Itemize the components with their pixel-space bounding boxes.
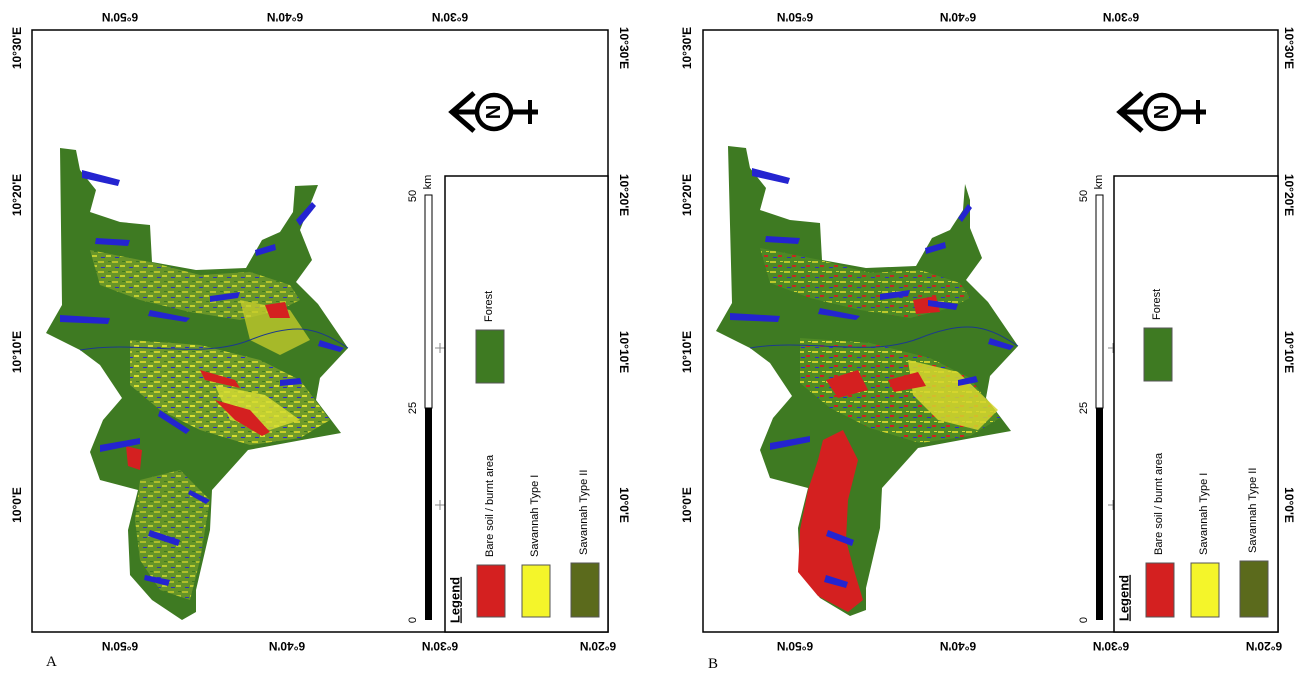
left-coord-label: 10°30'E <box>10 27 24 69</box>
scale-bar: 50 km 25 0 <box>1078 175 1105 623</box>
top-coord-label: 6°50'N <box>102 10 138 24</box>
legend-title: Legend <box>447 577 462 623</box>
map-panel-b: 6°50'N 6°40'N 6°30'N 6°50'N 6°40'N 6°30'… <box>658 0 1298 676</box>
land-cover-map <box>716 146 1019 616</box>
scale-unit-label: km <box>422 175 434 190</box>
north-arrow: N <box>1116 91 1206 133</box>
legend-label-savannah-ii: Savannah Type II <box>1247 468 1259 553</box>
bottom-coord-label: 6°50'N <box>102 639 138 653</box>
scale-tick-label: 50 <box>1078 190 1090 202</box>
legend: Legend Bare soil / burnt area Savannah T… <box>444 175 609 633</box>
bottom-coord-label: 6°30'N <box>422 639 458 653</box>
legend-title: Legend <box>1116 575 1131 621</box>
bottom-coord-label: 6°40'N <box>269 639 305 653</box>
scale-unit-label: km <box>1093 175 1105 190</box>
left-coord-label: 10°10'E <box>10 331 24 373</box>
legend-label-bare-soil: Bare soil / burnt area <box>484 454 496 557</box>
land-cover-map <box>46 148 349 620</box>
bottom-coord-label: 6°40'N <box>940 639 976 653</box>
legend-swatch-savannah-ii <box>570 562 600 618</box>
legend-label-savannah-i: Savannah Type I <box>529 475 541 557</box>
scale-tick-label: 50 <box>407 190 419 202</box>
legend-swatch-forest <box>475 329 505 384</box>
right-coord-label: 10°10'E <box>1282 331 1296 373</box>
scale-tick-label: 25 <box>407 402 419 414</box>
top-coord-label: 6°30'N <box>1103 10 1139 24</box>
legend-swatch-savannah-i <box>521 564 551 618</box>
right-coord-label: 10°0'E <box>617 487 631 523</box>
map-panel-a: 6°50'N 6°40'N 6°30'N 6°50'N 6°40'N 6°30'… <box>0 0 640 676</box>
bottom-coord-label: 6°20'N <box>1246 639 1282 653</box>
left-coord-label: 10°0'E <box>680 487 694 523</box>
right-coord-label: 10°30'E <box>1282 27 1296 69</box>
legend-label-forest: Forest <box>483 291 495 322</box>
legend-swatch-savannah-i <box>1190 562 1220 618</box>
right-coord-label: 10°20'E <box>617 174 631 216</box>
legend-label-forest: Forest <box>1151 289 1163 320</box>
right-coord-label: 10°10'E <box>617 331 631 373</box>
north-arrow: N <box>448 91 538 133</box>
left-coord-label: 10°10'E <box>680 331 694 373</box>
top-coord-label: 6°40'N <box>940 10 976 24</box>
top-coord-label: 6°50'N <box>777 10 813 24</box>
scale-tick-label: 25 <box>1078 402 1090 414</box>
top-coord-label: 6°40'N <box>267 10 303 24</box>
left-coord-label: 10°30'E <box>680 27 694 69</box>
panel-letter: A <box>46 654 57 670</box>
bottom-coord-label: 6°20'N <box>580 639 616 653</box>
left-coord-label: 10°20'E <box>10 174 24 216</box>
legend-label-bare-soil: Bare soil / burnt area <box>1153 452 1165 555</box>
legend-label-savannah-ii: Savannah Type II <box>578 470 590 555</box>
right-coord-label: 10°0'E <box>1282 487 1296 523</box>
scale-tick-label: 0 <box>1078 617 1090 623</box>
legend-swatch-bare-soil <box>1145 562 1175 618</box>
legend-swatch-bare-soil <box>476 564 506 618</box>
scale-bar: 50 km 25 0 <box>407 175 434 623</box>
legend-box <box>444 175 609 633</box>
legend-label-savannah-i: Savannah Type I <box>1198 473 1210 555</box>
north-symbol: N <box>1151 105 1173 119</box>
left-coord-label: 10°20'E <box>680 174 694 216</box>
right-coord-label: 10°30'E <box>617 27 631 69</box>
right-coord-label: 10°20'E <box>1282 174 1296 216</box>
scale-tick-label: 0 <box>407 617 419 623</box>
panel-letter: B <box>708 656 718 672</box>
left-coord-label: 10°0'E <box>10 487 24 523</box>
legend-box <box>1113 175 1279 633</box>
bottom-coord-label: 6°30'N <box>1093 639 1129 653</box>
bottom-coord-label: 6°50'N <box>777 639 813 653</box>
legend-swatch-forest <box>1143 327 1173 382</box>
legend: Legend Bare soil / burnt area Savannah T… <box>1113 175 1279 633</box>
top-coord-label: 6°30'N <box>432 10 468 24</box>
north-symbol: N <box>483 105 505 119</box>
legend-swatch-savannah-ii <box>1239 560 1269 618</box>
